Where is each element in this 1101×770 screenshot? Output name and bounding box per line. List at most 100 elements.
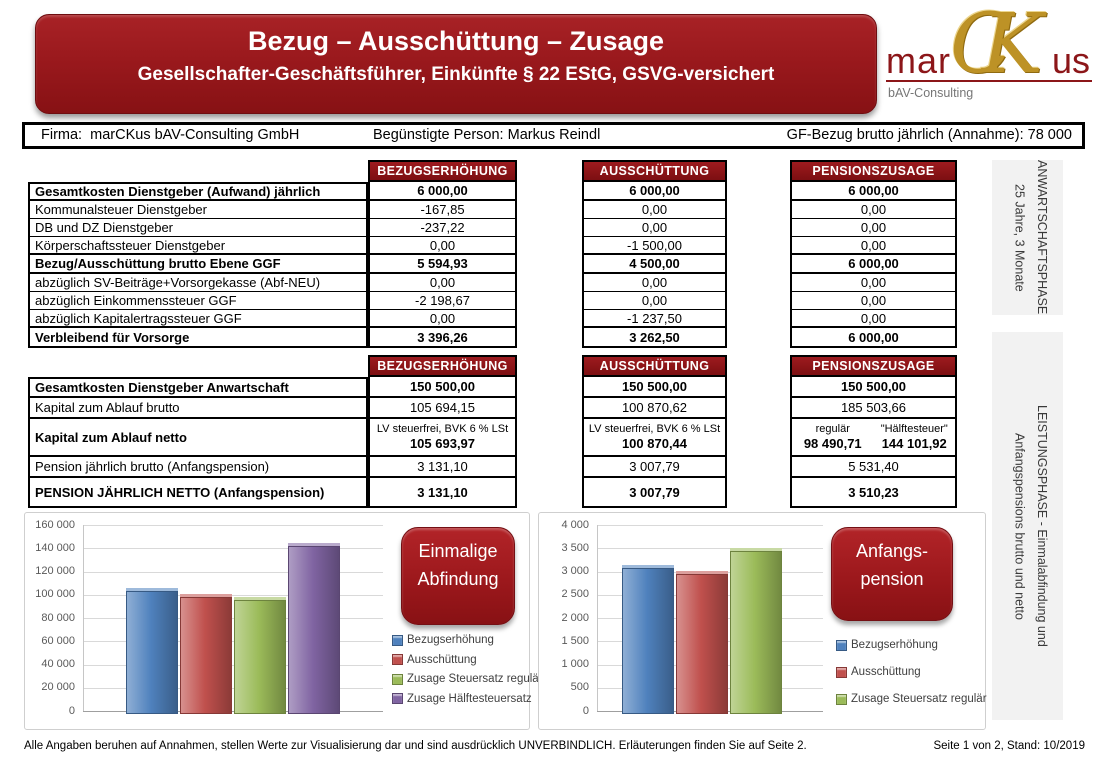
chart-einmalige-abfindung: 0 20 000 40 000 60 000 80 000 100 000 120 000 1… bbox=[24, 512, 543, 730]
legend-label: Bezugserhöhung bbox=[851, 639, 938, 651]
y-tick-label: 0 bbox=[582, 704, 589, 717]
gridline bbox=[83, 641, 383, 643]
y-tick-label: 1 500 bbox=[561, 634, 589, 647]
column-header: BEZUGSERHÖHUNG bbox=[368, 160, 517, 182]
table-anwartschaft: BEZUGSERHÖHUNG AUSSCHÜTTUNG PENSIONSZUSAGE… bbox=[28, 355, 957, 508]
footer-disclaimer: Alle Angaben beruhen auf Annahmen, stell… bbox=[24, 740, 807, 752]
value-subtext: LV steuerfrei, BVK 6 % LSt bbox=[376, 422, 509, 435]
row-label: Körperschaftssteuer Dienstgeber bbox=[28, 237, 368, 255]
column-header: AUSSCHÜTTUNG bbox=[582, 160, 727, 182]
legend-label: Ausschüttung bbox=[407, 653, 477, 666]
column-spacer bbox=[517, 478, 582, 508]
column-spacer bbox=[727, 219, 790, 237]
value-cell: 0,00 bbox=[582, 274, 727, 292]
value-cell: 3 262,50 bbox=[582, 328, 727, 348]
logo-monogram: CK bbox=[950, 0, 1043, 92]
value-cell: 3 131,10 bbox=[368, 478, 517, 508]
row-label: Verbleibend für Vorsorge bbox=[28, 328, 368, 348]
y-tick-label: 40 000 bbox=[41, 658, 75, 670]
row-label: DB und DZ Dienstgeber bbox=[28, 219, 368, 237]
legend-swatch bbox=[393, 694, 402, 703]
chart-bar bbox=[676, 571, 728, 714]
row-label: Kapital zum Ablauf netto bbox=[28, 419, 368, 457]
value-number-part: 98 490,71 bbox=[803, 436, 862, 452]
logo-underline bbox=[886, 80, 1092, 82]
column-spacer bbox=[727, 419, 790, 457]
y-tick-label: 120 000 bbox=[35, 565, 75, 577]
legend-item: Zusage Steuersatz regulär bbox=[837, 693, 987, 705]
y-tick-label: 0 bbox=[68, 704, 75, 717]
y-tick-label: 500 bbox=[570, 681, 589, 694]
title-banner: Bezug – Ausschüttung – Zusage Gesellscha… bbox=[35, 14, 877, 114]
y-tick-label: 3 000 bbox=[561, 565, 589, 577]
value-cell: 5 594,93 bbox=[368, 255, 517, 274]
y-tick-label: 2 000 bbox=[561, 611, 589, 624]
sidebar-line: Anfangspensions brutto und netto bbox=[1012, 432, 1027, 620]
column-spacer bbox=[517, 160, 582, 182]
row-label: Kommunalsteuer Dienstgeber bbox=[28, 201, 368, 219]
value-cell: regulär "Hälftesteuer" 98 490,71 144 101,92 bbox=[790, 419, 957, 457]
info-gf-bezug: GF-Bezug brutto jährlich (Annahme): 78 0… bbox=[786, 127, 1072, 143]
sidebar-leistungsphase: LEISTUNGSPHASE - Einmalabfindung und Anf… bbox=[992, 332, 1063, 720]
row-label: Gesamtkosten Dienstgeber (Aufwand) jährl… bbox=[28, 182, 368, 201]
row-label: Gesamtkosten Dienstgeber Anwartschaft bbox=[28, 377, 368, 398]
value-cell: -1 500,00 bbox=[582, 237, 727, 255]
row-label: abzüglich Kapitalertragssteuer GGF bbox=[28, 310, 368, 328]
y-tick-label: 140 000 bbox=[35, 541, 75, 554]
column-spacer bbox=[727, 398, 790, 419]
table-corner bbox=[28, 355, 368, 377]
column-spacer bbox=[517, 328, 582, 348]
gridline bbox=[83, 548, 383, 550]
value-cell: 0,00 bbox=[582, 292, 727, 310]
value-number: 100 870,44 bbox=[621, 436, 688, 452]
value-subtext: LV steuerfrei, BVK 6 % LSt bbox=[588, 422, 721, 435]
value-cell: -167,85 bbox=[368, 201, 517, 219]
value-cell: -237,22 bbox=[368, 219, 517, 237]
row-label: abzüglich Einkommenssteuer GGF bbox=[28, 292, 368, 310]
chart-bar bbox=[126, 588, 178, 714]
sidebar-anwartschaftsphase: ANWARTSCHAFTSPHASE 25 Jahre, 3 Monate bbox=[992, 160, 1063, 315]
value-cell: 185 503,66 bbox=[790, 398, 957, 419]
callout-badge: Einmalige Abfindung bbox=[401, 527, 515, 625]
y-tick-label: 20 000 bbox=[41, 681, 75, 694]
value-cell: 0,00 bbox=[368, 274, 517, 292]
row-label: Pension jährlich brutto (Anfangspension) bbox=[28, 457, 368, 478]
legend-item: Ausschüttung bbox=[837, 666, 921, 678]
value-cell: 3 131,10 bbox=[368, 457, 517, 478]
callout-text: Einmalige bbox=[418, 541, 498, 561]
table-jaehrliche-werte: BEZUGSERHÖHUNG AUSSCHÜTTUNG PENSIONSZUSAGE… bbox=[28, 160, 957, 348]
value-number: 105 693,97 bbox=[409, 436, 476, 452]
value-cell: 0,00 bbox=[790, 219, 957, 237]
table-corner bbox=[28, 160, 368, 182]
sidebar-line: LEISTUNGSPHASE - Einmalabfindung und bbox=[1035, 405, 1049, 647]
callout-text: Abfindung bbox=[417, 568, 499, 589]
column-spacer bbox=[517, 219, 582, 237]
value-cell: 150 500,00 bbox=[582, 377, 727, 398]
column-header: PENSIONSZUSAGE bbox=[790, 160, 957, 182]
value-cell: LV steuerfrei, BVK 6 % LSt 100 870,44 bbox=[582, 419, 727, 457]
column-spacer bbox=[517, 310, 582, 328]
chart-bar bbox=[730, 547, 782, 714]
column-spacer bbox=[727, 160, 790, 182]
row-label: Kapital zum Ablauf brutto bbox=[28, 398, 368, 419]
chart-bar bbox=[288, 543, 340, 714]
y-tick-label: 4 000 bbox=[561, 518, 589, 531]
column-spacer bbox=[517, 398, 582, 419]
chart-bar bbox=[622, 565, 674, 714]
column-spacer bbox=[727, 182, 790, 201]
column-spacer bbox=[727, 292, 790, 310]
callout-text: pension bbox=[860, 568, 924, 589]
value-cell: 3 007,79 bbox=[582, 478, 727, 508]
y-tick-label: 60 000 bbox=[41, 634, 75, 647]
value-cell: 5 531,40 bbox=[790, 457, 957, 478]
column-spacer bbox=[727, 310, 790, 328]
legend-label: Zusage Steuersatz regulär bbox=[407, 673, 543, 685]
value-cell: 150 500,00 bbox=[368, 377, 517, 398]
column-spacer bbox=[517, 355, 582, 377]
value-cell: 6 000,00 bbox=[368, 182, 517, 201]
value-cell: 3 007,79 bbox=[582, 457, 727, 478]
chart-anfangspension: 0 500 1 000 1 500 2 000 2 500 3 000 3 500 4 000 B… bbox=[538, 512, 987, 730]
gridline bbox=[83, 525, 383, 526]
value-cell: LV steuerfrei, BVK 6 % LSt 105 693,97 bbox=[368, 419, 517, 457]
column-spacer bbox=[727, 255, 790, 274]
